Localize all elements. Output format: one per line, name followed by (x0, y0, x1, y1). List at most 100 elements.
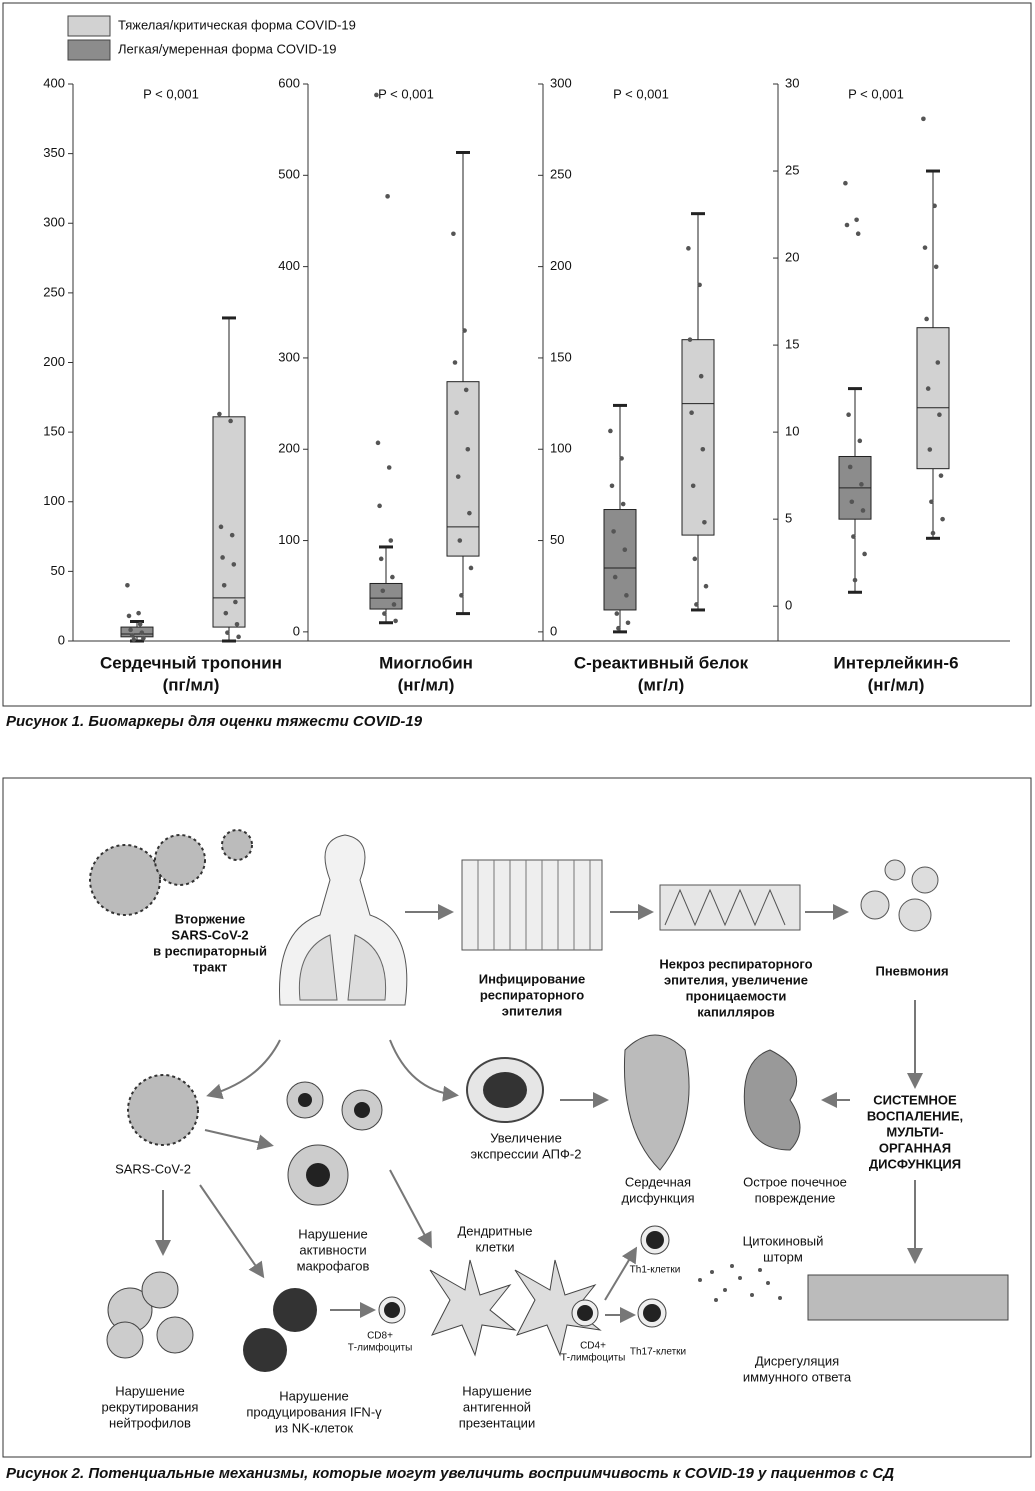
data-point (921, 116, 926, 122)
y-tick-label: 20 (785, 250, 799, 265)
data-point (933, 264, 939, 270)
data-point (612, 574, 618, 580)
chart-unit: (мг/л) (638, 675, 685, 694)
data-point (929, 499, 934, 505)
data-point (844, 222, 850, 228)
diagram-label: презентации (459, 1415, 535, 1430)
data-point (139, 630, 145, 635)
diagram-label: Th17-клетки (630, 1347, 686, 1358)
diagram-label: проницаемости (686, 988, 787, 1003)
data-point (852, 577, 858, 583)
diagram-label: Некроз респираторного (659, 956, 812, 971)
box (681, 339, 715, 536)
data-point (388, 538, 394, 543)
data-point (608, 428, 613, 434)
chart-title: Сердечный тропонин (100, 653, 282, 672)
figure2-frame (2, 777, 1032, 1458)
arrow (389, 1039, 459, 1102)
necrotic-epithelium (659, 884, 801, 931)
y-tick-label: 0 (293, 623, 300, 638)
human-torso (279, 834, 408, 1006)
diagram-label: респираторного (480, 987, 584, 1002)
diagram-label: эпителия, увеличение (664, 972, 808, 987)
heart (623, 1034, 690, 1171)
arrow (206, 1039, 281, 1100)
diagram-label: продуцирования IFN-γ (246, 1404, 382, 1419)
arrow (389, 1169, 432, 1249)
diagram-label: капилляров (697, 1004, 775, 1019)
y-tick-label: 100 (278, 532, 300, 547)
data-point (457, 538, 463, 543)
diagram-label: нейтрофилов (109, 1415, 191, 1430)
viruses (89, 829, 253, 1146)
lungs (298, 934, 387, 1001)
data-point (391, 602, 397, 607)
data-point (851, 534, 856, 539)
lymphocyte-nuclei (384, 1231, 664, 1322)
data-point (862, 551, 867, 557)
diagram-illustrations (89, 829, 1009, 1372)
data-point (847, 464, 853, 470)
y-tick-label: 10 (785, 424, 799, 439)
p-value: P < 0,001 (848, 86, 904, 101)
diagram-label: из NK-клеток (275, 1420, 353, 1435)
data-point (390, 574, 395, 580)
data-point (622, 547, 628, 552)
data-point (221, 583, 227, 588)
y-tick-label: 30 (785, 75, 799, 90)
data-point (468, 565, 474, 571)
data-point (459, 593, 464, 598)
diagram-label: ДИСФУНКЦИЯ (869, 1156, 961, 1171)
box (120, 626, 154, 638)
box (916, 327, 950, 470)
diagram-label: Т-лимфоциты (348, 1342, 413, 1354)
chart-unit: (нг/мл) (398, 675, 455, 694)
diagram-label: СИСТЕМНОЕ (873, 1092, 957, 1107)
data-point (382, 611, 387, 616)
blood-vessel (807, 1274, 1009, 1321)
data-point (465, 446, 471, 452)
data-point (922, 245, 928, 250)
data-point (462, 328, 467, 333)
y-tick-label: 250 (43, 284, 65, 299)
y-tick-label: 400 (278, 258, 300, 273)
data-point (131, 637, 137, 642)
y-tick-label: 350 (43, 145, 65, 160)
y-tick-label: 0 (550, 623, 557, 638)
cytokines (698, 1264, 782, 1302)
y-tick-label: 25 (785, 162, 799, 177)
y-tick-label: 100 (550, 441, 572, 456)
diagram-label: Нарушение (279, 1388, 349, 1403)
diagram-label: Нарушение (115, 1383, 185, 1398)
data-point (625, 620, 631, 626)
alveoli (860, 859, 939, 932)
neutrophils (106, 1271, 194, 1359)
macrophage-nuclei (298, 1093, 370, 1187)
diagram-label: Острое почечное (743, 1174, 847, 1189)
diagram-label: Дисрегуляция (755, 1353, 839, 1368)
data-point (686, 246, 691, 251)
y-tick-label: 150 (550, 349, 572, 364)
data-point (619, 456, 624, 461)
data-point (925, 386, 931, 391)
y-tick-label: 400 (43, 75, 65, 90)
data-point (924, 316, 929, 322)
data-point (231, 562, 237, 567)
data-point (860, 508, 866, 513)
data-point (700, 446, 706, 452)
data-point (690, 483, 696, 489)
data-point (937, 412, 942, 418)
legend-label: Легкая/умеренная форма COVID-19 (118, 41, 336, 56)
y-tick-label: 150 (43, 424, 65, 439)
box (212, 416, 246, 628)
data-point (128, 627, 133, 633)
data-point (854, 217, 859, 223)
data-point (609, 483, 615, 489)
diagram-label: шторм (763, 1249, 803, 1264)
data-point (616, 625, 621, 631)
data-point (228, 418, 233, 424)
data-point (620, 501, 626, 507)
y-tick-label: 200 (278, 441, 300, 456)
data-point (218, 524, 224, 530)
